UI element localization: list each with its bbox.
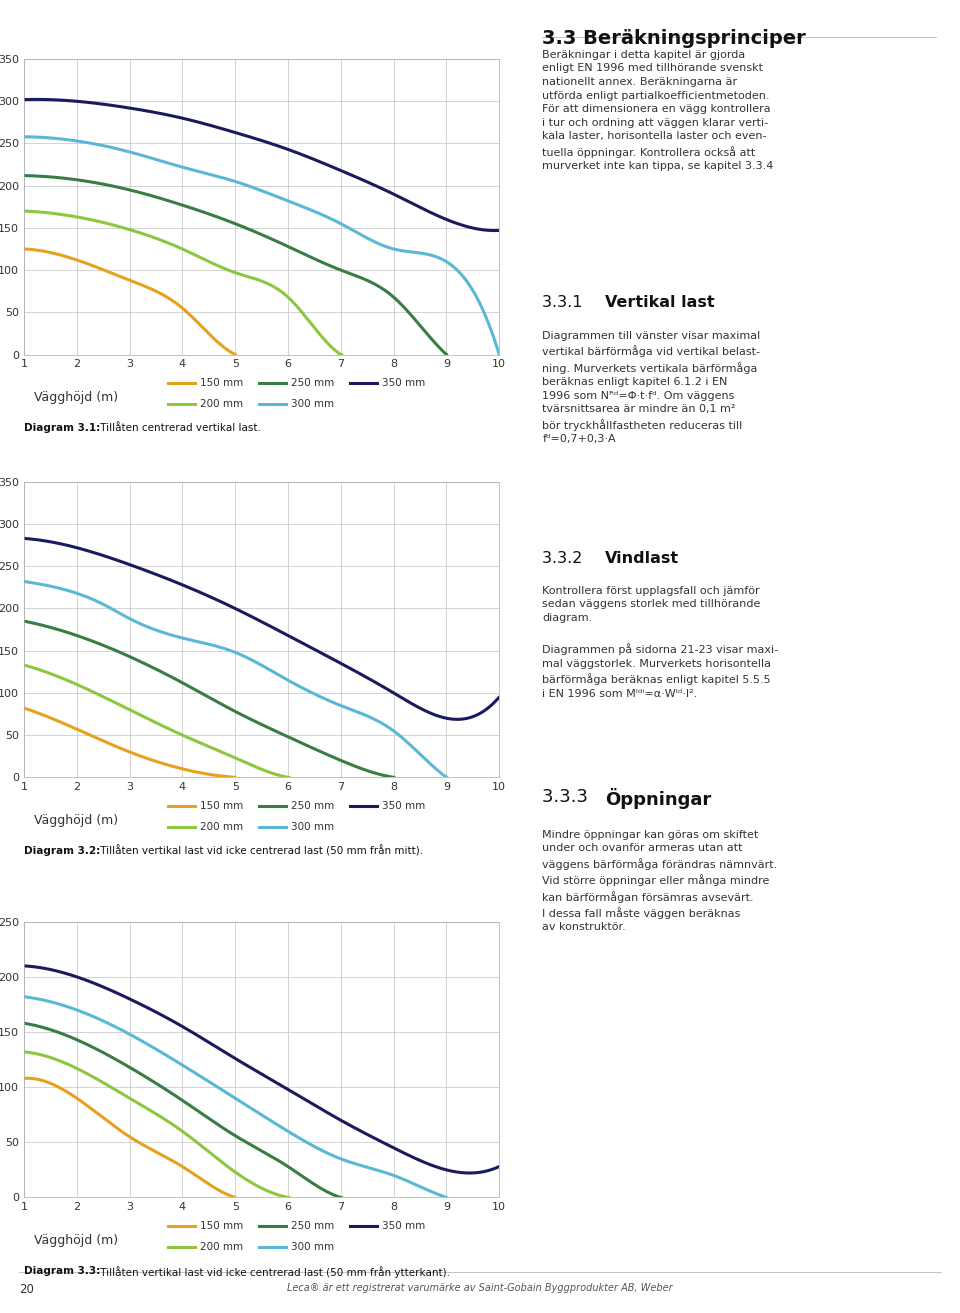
Text: 20: 20 [19, 1283, 34, 1296]
Text: 350 mm: 350 mm [382, 378, 425, 389]
Text: Leca® är ett registrerat varumärke av Saint-Gobain Byggprodukter AB, Weber: Leca® är ett registrerat varumärke av Sa… [287, 1283, 673, 1293]
Text: Öppningar: Öppningar [605, 788, 711, 809]
Text: Diagrammen på sidorna 21-23 visar maxi-
mal väggstorlek. Murverkets horisontella: Diagrammen på sidorna 21-23 visar maxi- … [542, 643, 779, 699]
Text: Vindlast: Vindlast [605, 551, 679, 566]
Text: Diagram 3.1:: Diagram 3.1: [24, 423, 100, 433]
Text: 3.3.3: 3.3.3 [542, 788, 594, 806]
Text: 3.3.2: 3.3.2 [542, 551, 588, 566]
Text: 150 mm: 150 mm [200, 1221, 243, 1232]
Text: Diagram 3.2:: Diagram 3.2: [24, 846, 100, 856]
Text: Vägghöjd (m): Vägghöjd (m) [34, 391, 118, 404]
Text: Vägghöjd (m): Vägghöjd (m) [34, 814, 118, 827]
Text: 250 mm: 250 mm [291, 378, 334, 389]
Text: 350 mm: 350 mm [382, 1221, 425, 1232]
Text: 200 mm: 200 mm [200, 822, 243, 832]
Text: 150 mm: 150 mm [200, 801, 243, 811]
Text: Tillåten centrerad vertikal last.: Tillåten centrerad vertikal last. [97, 423, 261, 433]
Text: 300 mm: 300 mm [291, 822, 334, 832]
Text: Tillåten vertikal last vid icke centrerad last (50 mm från mitt).: Tillåten vertikal last vid icke centrera… [97, 846, 423, 857]
Text: 300 mm: 300 mm [291, 399, 334, 410]
Text: 150 mm: 150 mm [200, 378, 243, 389]
Text: 300 mm: 300 mm [291, 1242, 334, 1253]
Text: Diagram 3.3:: Diagram 3.3: [24, 1266, 100, 1276]
Text: 3.3 Beräkningsprinciper: 3.3 Beräkningsprinciper [542, 29, 806, 47]
Text: Vägghöjd (m): Vägghöjd (m) [34, 1234, 118, 1247]
Text: Kontrollera först upplagsfall och jämför
sedan väggens storlek med tillhörande
d: Kontrollera först upplagsfall och jämför… [542, 586, 760, 622]
Text: Tillåten vertikal last vid icke centrerad last (50 mm från ytterkant).: Tillåten vertikal last vid icke centrera… [97, 1266, 450, 1278]
Text: Diagrammen till vänster visar maximal
vertikal bärförmåga vid vertikal belast-
n: Diagrammen till vänster visar maximal ve… [542, 331, 760, 444]
Text: 200 mm: 200 mm [200, 1242, 243, 1253]
Text: Vertikal last: Vertikal last [605, 295, 714, 310]
Text: Beräkningar i detta kapitel är gjorda
enligt EN 1996 med tillhörande svenskt
nat: Beräkningar i detta kapitel är gjorda en… [542, 50, 774, 172]
Text: 3.3.1: 3.3.1 [542, 295, 588, 310]
Text: 200 mm: 200 mm [200, 399, 243, 410]
Text: 250 mm: 250 mm [291, 1221, 334, 1232]
Text: 250 mm: 250 mm [291, 801, 334, 811]
Text: Mindre öppningar kan göras om skiftet
under och ovanför armeras utan att
väggens: Mindre öppningar kan göras om skiftet un… [542, 830, 778, 932]
Text: 350 mm: 350 mm [382, 801, 425, 811]
